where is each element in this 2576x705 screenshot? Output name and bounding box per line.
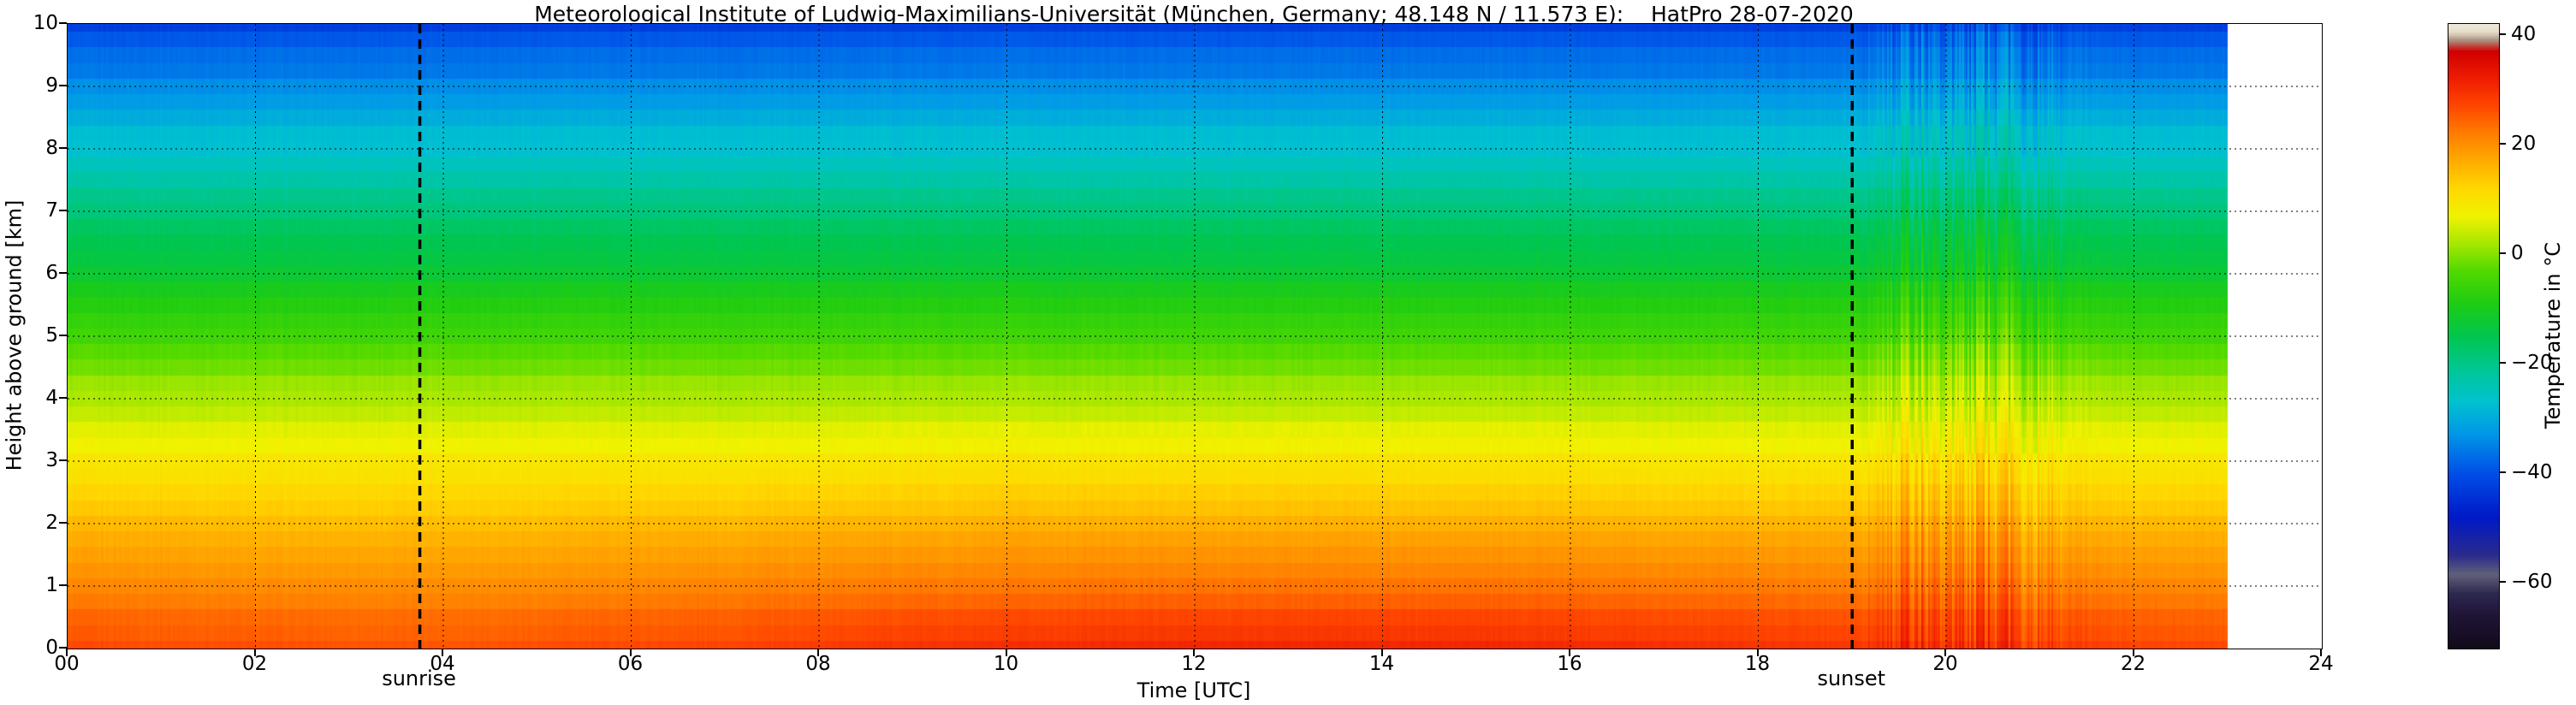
y-tick-label: 8 bbox=[45, 137, 58, 159]
y-tick-mark bbox=[59, 584, 67, 586]
colorbar-tick-label: −20 bbox=[2511, 352, 2553, 375]
sunset-label: sunset bbox=[1817, 666, 1886, 690]
y-tick-label: 3 bbox=[45, 449, 58, 471]
y-tick-label: 1 bbox=[45, 574, 58, 596]
chart-title: Meteorological Institute of Ludwig-Maxim… bbox=[534, 2, 1854, 27]
colorbar-tick-mark bbox=[2499, 362, 2506, 364]
y-tick-mark bbox=[59, 335, 67, 336]
y-tick-label: 10 bbox=[33, 12, 58, 34]
x-tick-label: 12 bbox=[1181, 653, 1207, 675]
y-tick-label: 2 bbox=[45, 512, 58, 534]
colorbar-tick-label: −60 bbox=[2511, 571, 2553, 594]
x-tick-label: 00 bbox=[54, 653, 80, 675]
x-tick-mark bbox=[2320, 649, 2322, 656]
x-tick-mark bbox=[2132, 649, 2134, 656]
y-tick-mark bbox=[59, 647, 67, 649]
x-tick-mark bbox=[66, 649, 68, 656]
y-tick-label: 6 bbox=[45, 262, 58, 284]
y-tick-label: 7 bbox=[45, 199, 58, 222]
x-tick-label: 04 bbox=[430, 653, 455, 675]
x-tick-label: 22 bbox=[2120, 653, 2146, 675]
x-tick-label: 18 bbox=[1744, 653, 1771, 675]
y-tick-mark bbox=[59, 272, 67, 274]
colorbar-tick-mark bbox=[2499, 581, 2506, 584]
y-tick-mark bbox=[59, 522, 67, 524]
plot-area bbox=[67, 23, 2323, 649]
y-tick-mark bbox=[59, 397, 67, 399]
x-tick-label: 24 bbox=[2308, 653, 2334, 675]
colorbar-canvas bbox=[2448, 24, 2499, 649]
plot-overlay bbox=[68, 24, 2322, 649]
colorbar-tick-label: 40 bbox=[2511, 22, 2537, 45]
x-tick-mark bbox=[817, 649, 819, 656]
x-axis-label: Time [UTC] bbox=[1137, 678, 1251, 702]
x-tick-label: 16 bbox=[1557, 653, 1582, 675]
x-tick-label: 10 bbox=[993, 653, 1019, 675]
sunrise-label: sunrise bbox=[382, 666, 456, 690]
colorbar-tick-label: −40 bbox=[2511, 461, 2553, 484]
x-tick-label: 14 bbox=[1368, 653, 1395, 675]
y-tick-mark bbox=[59, 85, 67, 86]
colorbar-label: Temperature in °C bbox=[2541, 242, 2566, 429]
colorbar-tick-mark bbox=[2499, 33, 2506, 35]
x-tick-mark bbox=[1756, 649, 1759, 656]
x-tick-mark bbox=[1193, 649, 1195, 656]
colorbar-tick-label: 0 bbox=[2511, 241, 2524, 264]
x-tick-label: 02 bbox=[241, 653, 268, 675]
y-tick-label: 4 bbox=[45, 387, 58, 409]
x-tick-mark bbox=[1569, 649, 1570, 656]
x-tick-label: 06 bbox=[617, 653, 644, 675]
colorbar-tick-mark bbox=[2499, 252, 2506, 254]
y-tick-label: 9 bbox=[45, 74, 58, 97]
y-tick-label: 0 bbox=[45, 637, 58, 659]
y-tick-mark bbox=[59, 147, 67, 149]
x-tick-mark bbox=[253, 649, 256, 656]
x-tick-mark bbox=[1380, 649, 1383, 656]
colorbar-tick-label: 20 bbox=[2511, 132, 2537, 155]
x-tick-label: 08 bbox=[805, 653, 831, 675]
x-tick-mark bbox=[442, 649, 443, 656]
x-tick-label: 20 bbox=[1932, 653, 1958, 675]
y-tick-label: 5 bbox=[45, 324, 58, 347]
x-tick-mark bbox=[1944, 649, 1946, 656]
colorbar-tick-mark bbox=[2499, 142, 2506, 145]
colorbar-tick-mark bbox=[2499, 471, 2506, 474]
x-tick-mark bbox=[1005, 649, 1007, 656]
y-tick-mark bbox=[59, 459, 67, 461]
colorbar bbox=[2448, 23, 2500, 649]
y-tick-mark bbox=[59, 22, 67, 24]
y-tick-mark bbox=[59, 210, 67, 211]
colorbar-label-container: Temperature in °C bbox=[2526, 23, 2576, 648]
x-tick-mark bbox=[629, 649, 632, 656]
